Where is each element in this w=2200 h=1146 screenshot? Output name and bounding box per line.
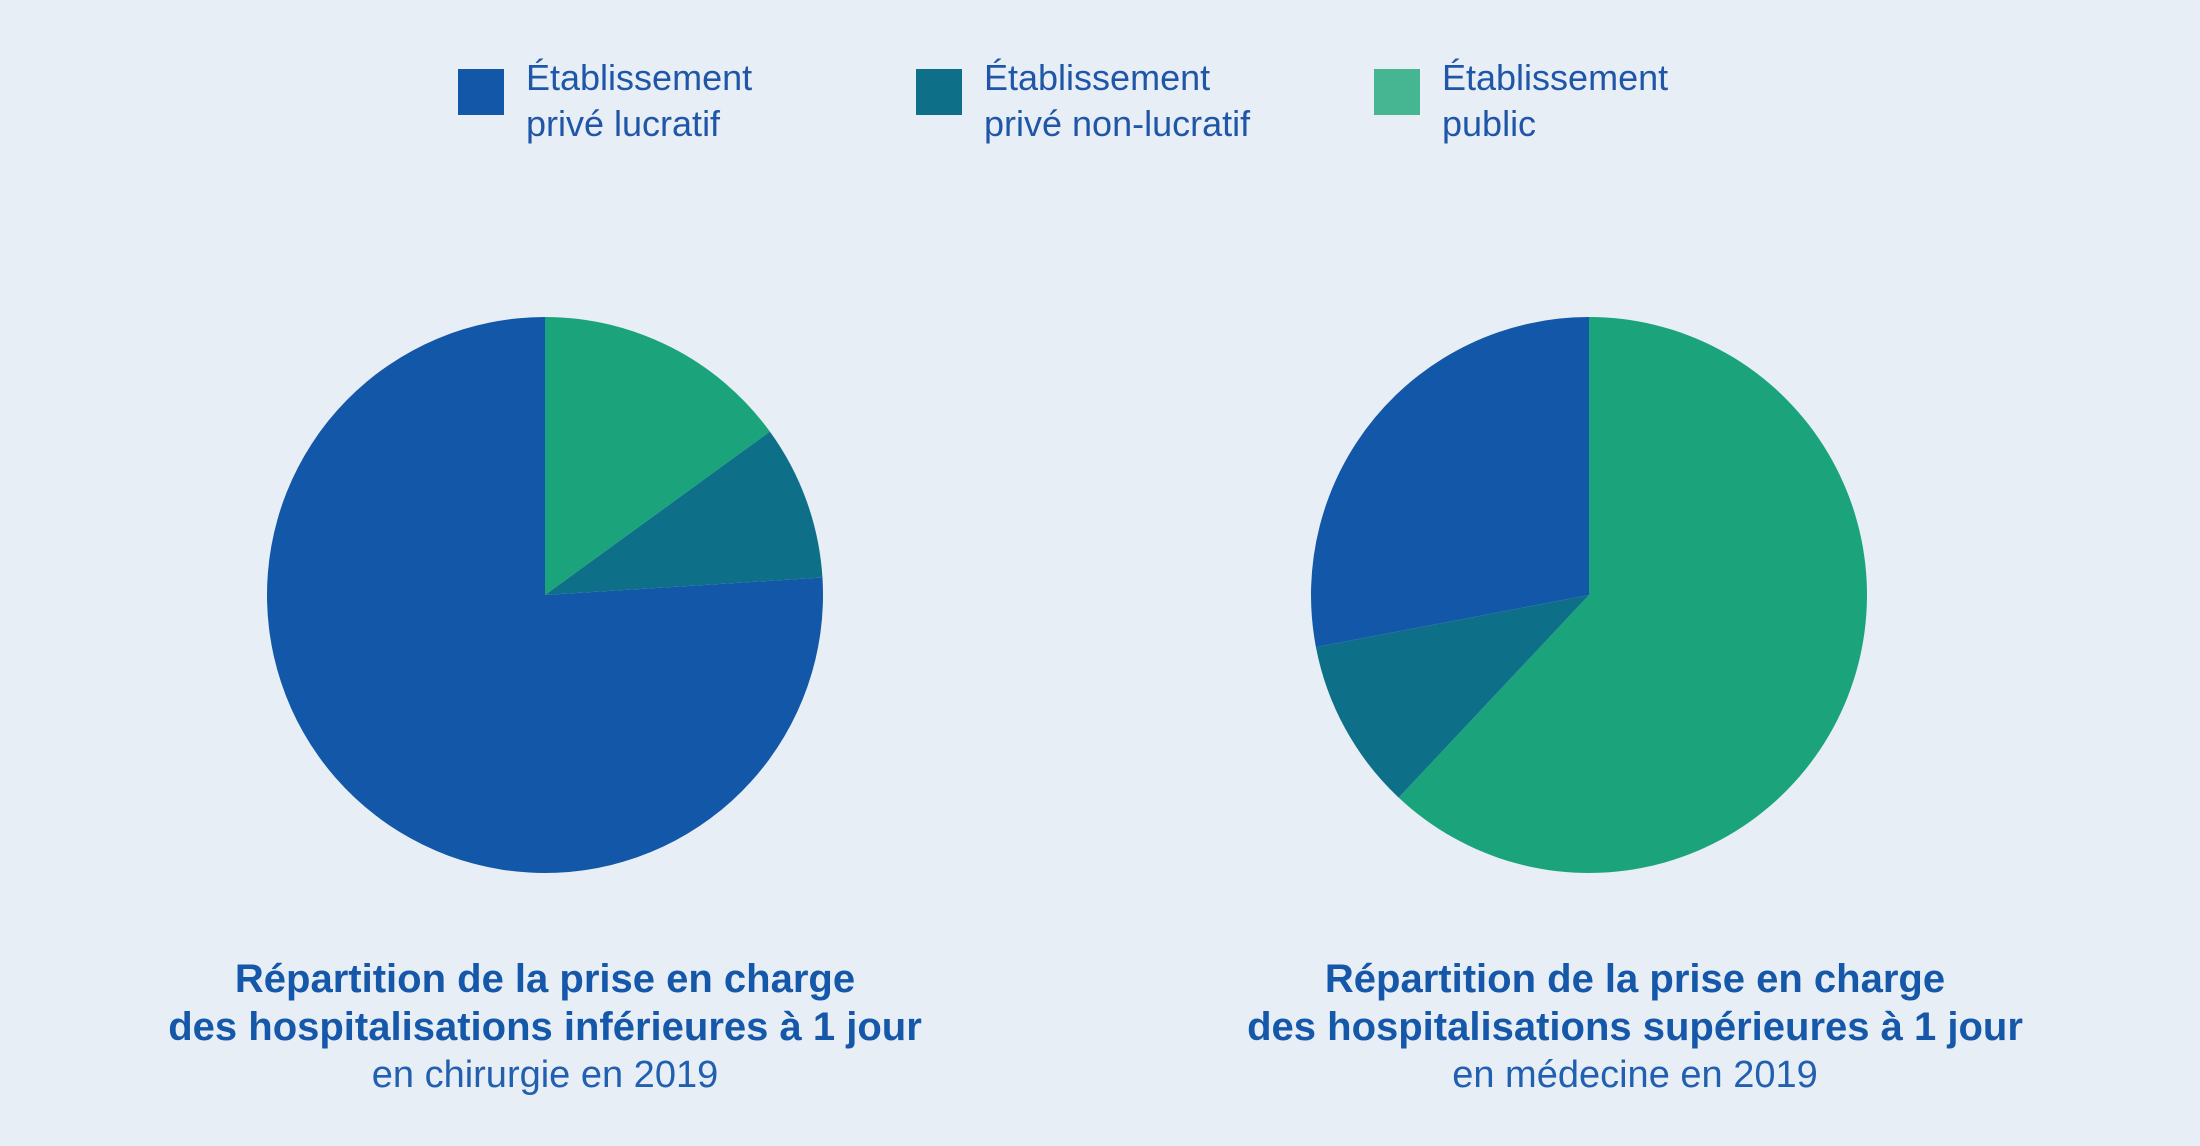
legend-item-prive-lucratif: Établissement privé lucratif (458, 55, 826, 147)
legend-label: Établissement privé non-lucratif (984, 57, 1251, 144)
slice-prive-lucratif (1311, 317, 1589, 648)
legend-item-prive-non-lucratif: Établissement privé non-lucratif (916, 55, 1284, 147)
legend-swatch-prive-non-lucratif (916, 69, 962, 115)
chart-title-line2: des hospitalisations inférieures à 1 jou… (168, 1005, 922, 1049)
chart-title: Répartition de la prise en charge (234, 957, 856, 1001)
legend-item-public: Établissement public (1374, 55, 1742, 147)
slice-prive-lucratif (266, 317, 823, 873)
chart-subtitle: en chirurgie en 2019 (371, 1054, 719, 1096)
caption-medecine: Répartition de la prise en charge des ho… (1135, 955, 2135, 1099)
chart-legend: Établissement privé lucratif Établisseme… (0, 55, 2200, 147)
chart-title: Répartition de la prise en charge (1324, 957, 1946, 1001)
pie-chart-chirurgie (266, 317, 823, 873)
chart-title-line2: des hospitalisations supérieures à 1 jou… (1247, 1005, 2023, 1049)
slice-prive-non-lucratif (1315, 595, 1589, 798)
legend-label: Établissement privé lucratif (526, 57, 753, 144)
caption-chirurgie: Répartition de la prise en charge des ho… (45, 955, 1045, 1099)
legend-label: Établissement public (1442, 57, 1669, 144)
legend-swatch-public (1374, 69, 1420, 115)
chart-subtitle: en médecine en 2019 (1452, 1054, 1818, 1096)
legend-swatch-prive-lucratif (458, 69, 504, 115)
slice-public (1398, 317, 1868, 873)
pie-chart-medecine (1311, 317, 1868, 873)
slice-prive-non-lucratif (545, 431, 823, 595)
slice-public (545, 317, 770, 595)
